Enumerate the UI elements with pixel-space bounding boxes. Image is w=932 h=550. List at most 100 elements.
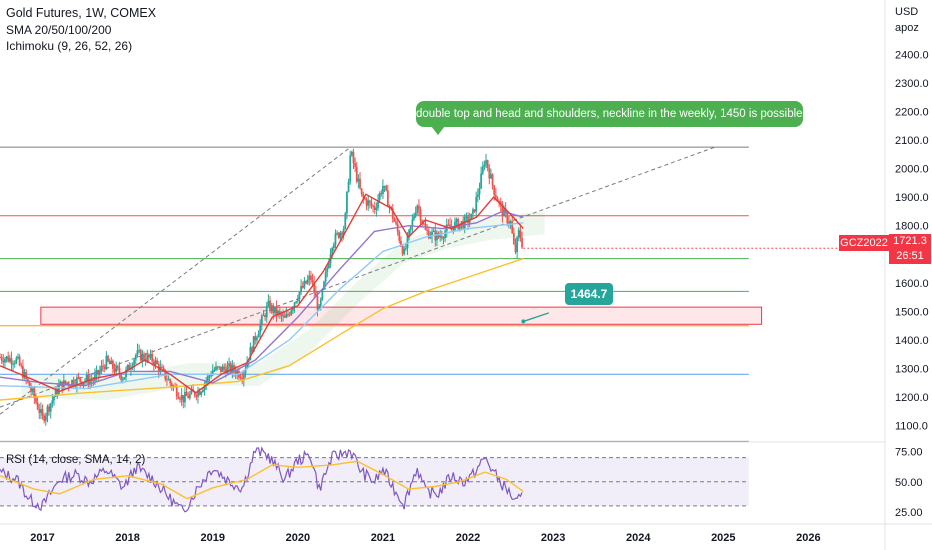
candle-body [382,186,384,194]
candle-body [416,205,419,213]
trendline [0,146,351,415]
candle-body [112,360,114,369]
candle-body [277,311,280,315]
candle-body [300,286,303,292]
candle-body [444,231,447,238]
candle-body [516,237,519,253]
candle-body [166,379,168,381]
candle-body [380,193,383,195]
candle-body [202,389,204,393]
candle-body [182,395,185,403]
candle-body [246,362,249,369]
y-tick-label: 1400.0 [895,335,929,347]
candle-body [126,364,129,370]
candle-body [85,375,88,381]
candle-body [40,409,42,413]
candle-body [493,185,496,195]
candle-body [331,248,334,255]
rsi-line [0,446,523,513]
currency-label: USD [895,6,919,18]
candle-body [508,222,510,224]
candle-body [161,366,163,368]
candle-body [264,315,267,318]
candle-body [103,366,106,369]
candle-body [517,230,520,238]
candle-body [490,174,492,179]
candle-body [133,359,136,367]
annotation-bubble[interactable]: double top and head and shoulders, neckl… [416,101,852,127]
candle-body [56,388,59,395]
candle-body [475,196,478,212]
candle-body [197,390,199,397]
support-zone [40,306,763,325]
annotation-bubble-tail [431,126,445,135]
candle-body [18,356,21,366]
candle-body [521,238,523,248]
candle-body [206,375,209,381]
candle-body [17,356,19,358]
candle-body [442,237,445,239]
candle-body [478,188,481,195]
currency-sub: apoz [895,22,919,34]
candle-body [208,375,211,377]
candle-body [251,347,253,353]
candle-body [64,380,67,384]
candle-body [146,354,149,362]
candle-body [138,350,140,352]
candle-body [485,160,487,165]
candle-body [215,366,217,370]
candle-body [472,209,474,214]
candle-body [303,280,306,288]
candle-body [259,324,262,334]
candle-body [20,365,23,367]
candle-body [406,235,409,248]
candle-body [295,301,298,303]
candle-body [61,381,64,390]
candle-body [156,360,159,365]
candle-body [58,385,60,395]
candle-body [383,185,386,187]
candle-body [413,216,415,220]
candle-body [282,315,285,317]
candle-body [30,387,32,392]
candle-body [205,380,208,384]
candle-body [418,205,420,210]
x-tick-label: 2019 [200,532,224,544]
candle-body [51,400,54,404]
candle-body [46,406,49,416]
target-label[interactable]: 1464.7 [565,283,613,305]
candle-body [41,409,44,416]
candle-body [136,350,139,355]
candle-body [323,281,325,290]
candle-body [411,219,414,226]
candle-body [7,356,10,362]
candle-body [239,377,242,379]
x-tick-label: 2017 [30,532,54,544]
sma-legend: SMA 20/50/100/200 [6,23,112,37]
candle-body [167,379,170,381]
candle-body [226,366,229,375]
candle-body [12,363,14,365]
candle-body [370,202,373,206]
candle-body [440,236,443,239]
chart-title: Gold Futures, 1W, COMEX [6,6,157,20]
candle-body [162,367,165,370]
candle-body [139,350,142,361]
candle-body [242,373,245,380]
y-tick-label: 2400.0 [895,49,929,61]
candle-body [509,221,512,224]
candle-body [13,363,16,365]
candle-body [314,292,317,296]
candle-body [398,231,401,241]
candle-body [228,363,231,367]
candle-body [514,243,517,253]
candle-body [82,382,85,385]
candle-body [313,282,316,293]
candle-body [499,201,502,205]
candle-body [257,333,260,338]
candle-body [236,370,239,375]
candle-body [275,306,278,315]
candle-body [354,163,357,168]
candle-body [218,366,221,368]
